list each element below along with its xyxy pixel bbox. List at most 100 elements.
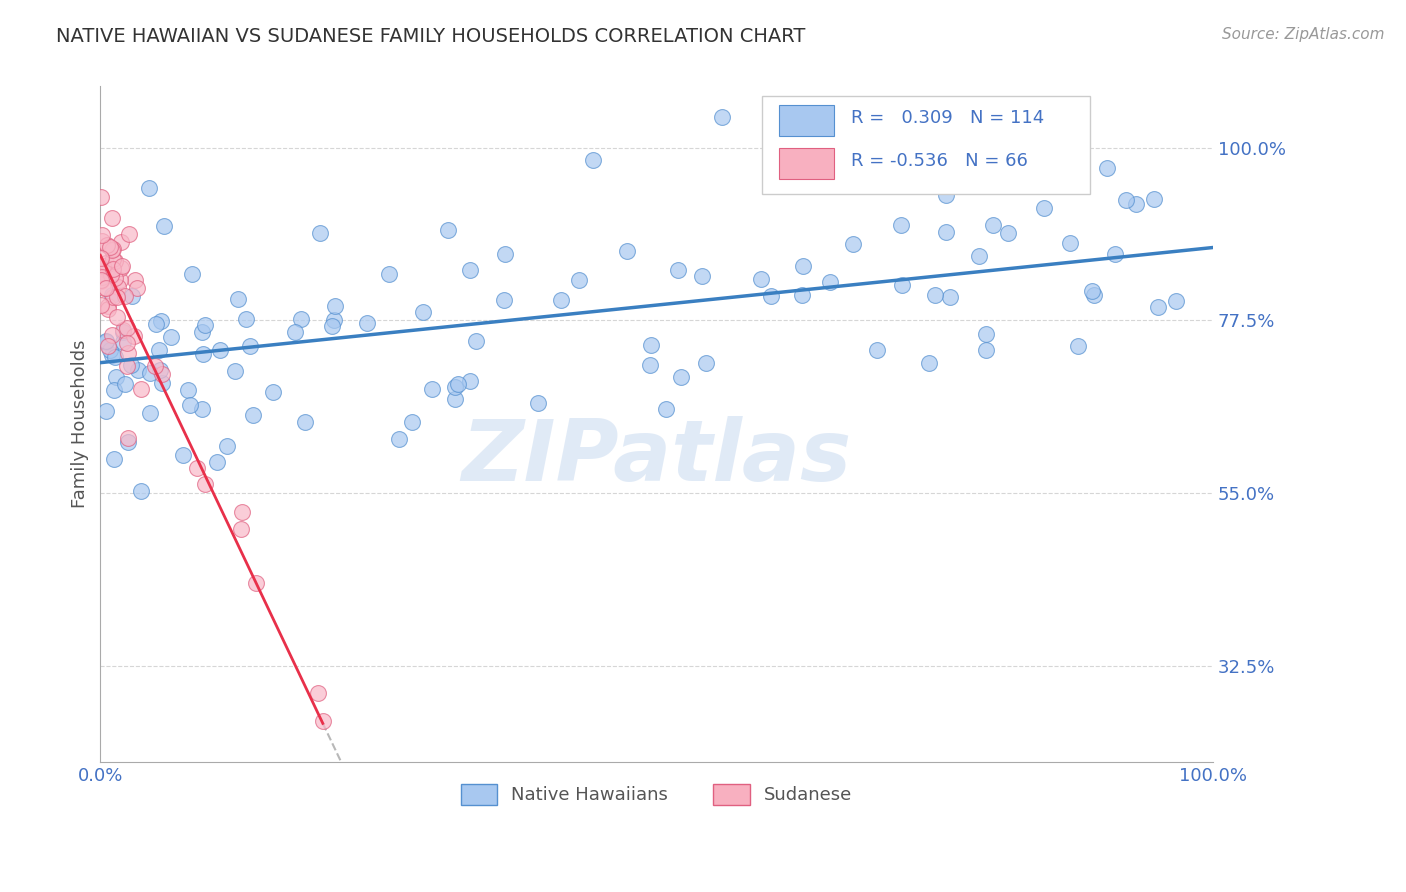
Point	[444, 392, 467, 407]
Point	[179, 398, 201, 412]
Point	[749, 271, 772, 285]
Text: ZIPatlas: ZIPatlas	[461, 417, 852, 500]
Point	[110, 273, 132, 287]
Point	[1143, 192, 1166, 206]
Point	[94, 334, 117, 349]
Point	[90, 252, 112, 266]
Point	[550, 293, 572, 308]
Point	[312, 714, 335, 728]
Point	[458, 263, 481, 277]
Point	[117, 431, 139, 445]
Point	[97, 302, 120, 317]
Point	[997, 226, 1019, 240]
Point	[181, 267, 204, 281]
Point	[374, 770, 396, 784]
Point	[90, 274, 112, 288]
Point	[103, 261, 125, 276]
Point	[640, 337, 662, 351]
Point	[149, 363, 172, 377]
Point	[118, 227, 141, 241]
Point	[139, 366, 162, 380]
Point	[412, 305, 434, 319]
Point	[761, 288, 783, 302]
Point	[666, 263, 689, 277]
Point	[290, 312, 312, 326]
Point	[186, 460, 208, 475]
Point	[378, 267, 401, 281]
Point	[974, 326, 997, 341]
Point	[100, 343, 122, 357]
Point	[935, 225, 957, 239]
Point	[1095, 161, 1118, 176]
Point	[100, 268, 122, 282]
Y-axis label: Family Households: Family Households	[72, 340, 89, 508]
Point	[420, 383, 443, 397]
Point	[104, 271, 127, 285]
Point	[1104, 246, 1126, 260]
FancyBboxPatch shape	[762, 96, 1090, 194]
Point	[356, 316, 378, 330]
Point	[388, 432, 411, 446]
Point	[321, 318, 343, 333]
Point	[112, 335, 135, 350]
Point	[939, 290, 962, 304]
Point	[120, 358, 142, 372]
Point	[105, 310, 128, 325]
Point	[143, 359, 166, 373]
Point	[690, 269, 713, 284]
Point	[122, 328, 145, 343]
Point	[1033, 201, 1056, 215]
Point	[437, 223, 460, 237]
Point	[90, 273, 112, 287]
Point	[104, 350, 127, 364]
Text: Source: ZipAtlas.com: Source: ZipAtlas.com	[1222, 27, 1385, 42]
Point	[101, 327, 124, 342]
Point	[453, 770, 475, 784]
Point	[101, 211, 124, 225]
Point	[229, 522, 252, 536]
Point	[172, 448, 194, 462]
Point	[91, 259, 114, 273]
Point	[924, 287, 946, 301]
Point	[231, 505, 253, 519]
Point	[105, 370, 128, 384]
Point	[194, 477, 217, 491]
Point	[129, 483, 152, 498]
Point	[464, 770, 486, 784]
Point	[262, 384, 284, 399]
Point	[235, 312, 257, 326]
Point	[139, 406, 162, 420]
Point	[97, 339, 120, 353]
Point	[638, 358, 661, 372]
Point	[103, 384, 125, 398]
Point	[465, 334, 488, 348]
Point	[1083, 287, 1105, 301]
Point	[152, 219, 174, 233]
Point	[90, 270, 112, 285]
Point	[177, 383, 200, 397]
Point	[983, 218, 1005, 232]
Point	[512, 770, 534, 784]
Point	[94, 334, 117, 349]
Point	[323, 299, 346, 313]
Point	[242, 409, 264, 423]
Point	[967, 249, 990, 263]
Legend: Native Hawaiians, Sudanese: Native Hawaiians, Sudanese	[451, 774, 862, 814]
Point	[117, 435, 139, 450]
Point	[323, 313, 346, 327]
Point	[117, 346, 139, 360]
Point	[1166, 293, 1188, 308]
Point	[974, 343, 997, 357]
Point	[792, 260, 814, 274]
Point	[104, 254, 127, 268]
Point	[224, 364, 246, 378]
Point	[93, 280, 115, 294]
Point	[377, 770, 399, 784]
Point	[404, 770, 426, 784]
Point	[695, 356, 717, 370]
Point	[427, 770, 450, 784]
Point	[226, 292, 249, 306]
Point	[112, 326, 135, 340]
Point	[492, 293, 515, 308]
Point	[294, 415, 316, 429]
